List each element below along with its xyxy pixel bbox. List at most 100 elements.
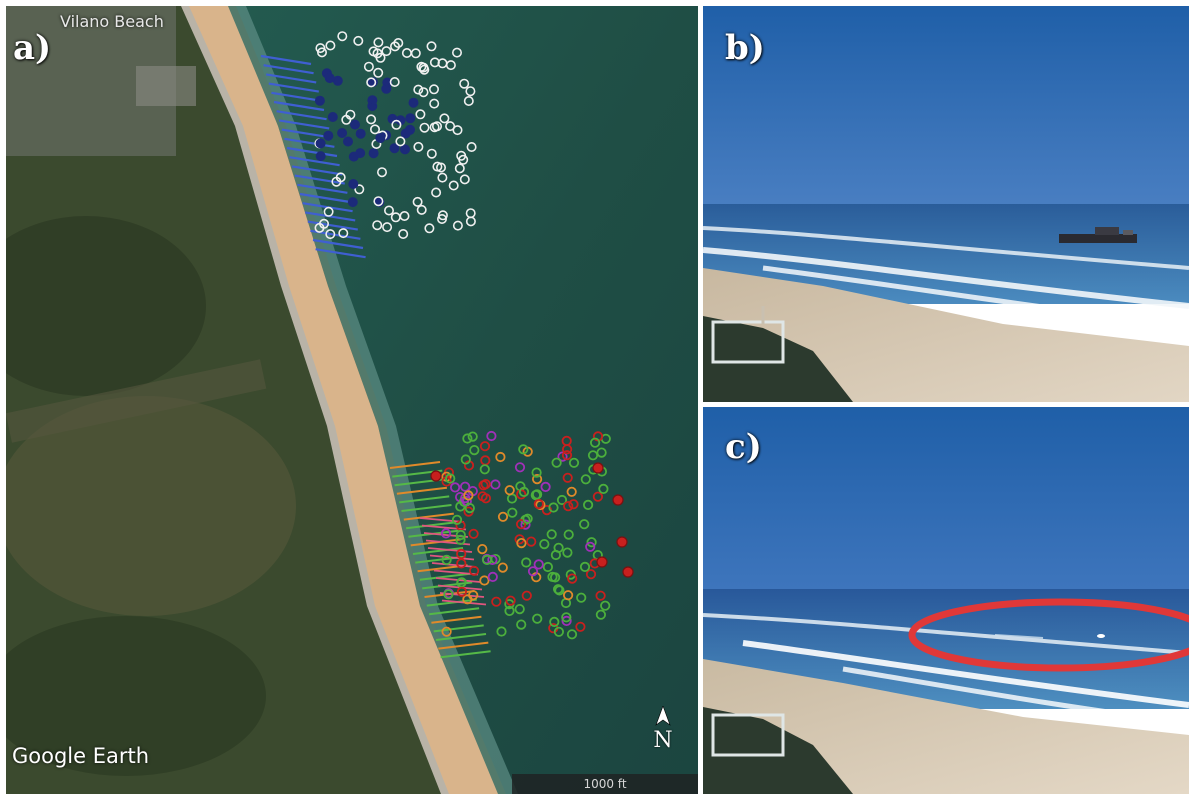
panel-label-c: c)	[725, 427, 762, 467]
sample-point	[325, 40, 336, 51]
beach-photo-b	[703, 6, 1189, 402]
sample-point	[487, 571, 498, 583]
transect-line	[419, 572, 471, 581]
sky	[703, 407, 1189, 597]
sample-point	[448, 180, 459, 191]
panel-label-a: a)	[13, 28, 52, 68]
sample-point	[468, 528, 479, 539]
sample-point	[516, 537, 527, 549]
sample-point	[466, 142, 477, 153]
sample-point	[527, 566, 539, 577]
sample-point	[348, 179, 359, 190]
north-label: N	[653, 728, 673, 753]
sample-point	[367, 95, 378, 106]
sample-point	[451, 514, 463, 525]
sample-point	[424, 223, 435, 234]
dune-vegetation	[703, 316, 853, 402]
wave-line	[842, 666, 1189, 726]
transect-line	[438, 641, 489, 650]
sample-point	[561, 612, 572, 623]
sample-point	[554, 585, 565, 596]
sample-point	[515, 519, 527, 530]
north-arrow-icon	[655, 706, 671, 726]
highlight-ellipse	[908, 598, 1189, 672]
wake-line	[994, 634, 1044, 639]
sample-point	[415, 109, 426, 120]
transect-line	[399, 495, 450, 504]
sample-point	[533, 498, 544, 510]
sample-point	[327, 112, 338, 123]
sample-point	[580, 474, 591, 485]
transect-line	[294, 174, 345, 185]
sample-point	[437, 58, 448, 69]
sample-point	[469, 444, 480, 456]
sample-point	[430, 470, 442, 482]
sample-point	[401, 47, 412, 58]
transect-line	[284, 137, 335, 148]
sample-point	[389, 143, 400, 154]
sample-point	[562, 547, 573, 558]
sample-point	[518, 486, 530, 497]
sample-point	[419, 122, 430, 133]
sample-point	[504, 485, 515, 496]
google-earth-watermark: Google Earth	[12, 744, 150, 768]
sample-point	[418, 87, 429, 98]
sample-point	[405, 113, 416, 124]
sample-point	[551, 457, 562, 468]
sample-point	[366, 77, 377, 88]
transect-line	[426, 598, 477, 607]
sample-point	[408, 97, 419, 108]
sample-point	[563, 529, 574, 540]
sample-point	[395, 136, 406, 147]
sample-point	[526, 536, 537, 547]
sample-point	[585, 541, 596, 552]
sample-point	[463, 96, 474, 107]
sample-point	[355, 148, 366, 159]
sample-point	[325, 229, 336, 240]
panel-b-beach-photo: b)	[703, 6, 1189, 402]
transect-line	[289, 156, 340, 167]
sample-point	[576, 592, 587, 603]
transect-line	[410, 538, 461, 547]
sample-point	[347, 197, 358, 208]
sample-point	[600, 600, 611, 611]
sample-point	[467, 431, 478, 442]
sample-point	[399, 211, 410, 222]
sample-point	[383, 205, 394, 216]
sample-point	[369, 124, 380, 135]
scale-bar: 1000 ft	[512, 774, 698, 794]
sample-point	[480, 493, 491, 504]
sample-point	[516, 489, 527, 500]
sample-point	[373, 67, 384, 78]
transect-line	[266, 73, 317, 84]
transect-line	[273, 100, 325, 112]
sample-point	[426, 41, 437, 52]
sample-point	[568, 457, 580, 468]
sample-point	[522, 513, 533, 524]
sample-point	[531, 467, 542, 478]
sample-point	[491, 596, 502, 607]
sample-point	[579, 519, 590, 530]
transect-line	[419, 517, 465, 523]
sample-point	[465, 208, 476, 219]
transect-line	[297, 183, 348, 194]
sample-point	[443, 589, 454, 600]
sample-point	[345, 109, 356, 120]
sample-point	[587, 450, 599, 461]
sample-point	[316, 47, 327, 58]
wetland-patch	[6, 616, 266, 776]
sample-point	[592, 491, 604, 502]
wave-line	[703, 613, 1189, 655]
sample-point	[566, 486, 577, 497]
sample-point	[465, 86, 476, 97]
sample-point	[459, 174, 470, 185]
sample-point	[324, 73, 335, 84]
sample-point	[445, 473, 456, 484]
sample-point	[586, 537, 597, 548]
sample-point	[514, 462, 526, 473]
sample-point	[337, 128, 348, 139]
sample-point	[479, 464, 490, 475]
sample-point	[393, 37, 404, 48]
sample-point	[521, 557, 532, 568]
place-label: Vilano Beach	[60, 12, 164, 31]
